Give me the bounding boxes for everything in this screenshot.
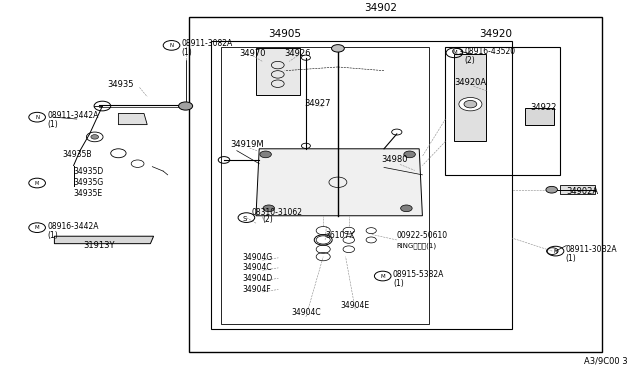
Text: 34904F: 34904F [242, 285, 271, 294]
Text: 34920A: 34920A [454, 78, 486, 87]
Polygon shape [256, 149, 422, 216]
Text: 34920: 34920 [479, 29, 513, 39]
Polygon shape [560, 185, 595, 194]
Text: N: N [170, 43, 173, 48]
Polygon shape [118, 113, 147, 125]
Text: 34935E: 34935E [74, 189, 103, 198]
Text: S: S [243, 217, 247, 222]
Text: 08916-3442A: 08916-3442A [47, 222, 99, 231]
Text: 34927: 34927 [304, 99, 330, 108]
Circle shape [546, 186, 557, 193]
Text: 34970: 34970 [239, 49, 266, 58]
Text: (1): (1) [182, 48, 193, 57]
Text: 34902: 34902 [364, 3, 397, 13]
Text: 08915-5382A: 08915-5382A [393, 270, 444, 279]
Circle shape [263, 205, 275, 212]
Bar [211, 41, 512, 329]
Bar [445, 46, 560, 175]
Text: M: M [380, 273, 385, 279]
Text: 34904D: 34904D [242, 274, 272, 283]
Circle shape [332, 45, 344, 52]
Text: (1): (1) [566, 254, 577, 263]
Text: 34919M: 34919M [230, 140, 264, 149]
Bar [189, 17, 602, 352]
Circle shape [404, 151, 415, 158]
Text: 34905: 34905 [268, 29, 301, 39]
Circle shape [260, 151, 271, 158]
Text: 34935D: 34935D [74, 167, 104, 176]
Text: 08911-3442A: 08911-3442A [47, 111, 99, 120]
Bar [221, 46, 429, 324]
Text: 00922-50610: 00922-50610 [397, 231, 448, 240]
Circle shape [179, 102, 193, 110]
Text: 34935B: 34935B [63, 150, 92, 159]
Text: 34935G: 34935G [74, 178, 104, 187]
Polygon shape [525, 108, 554, 125]
Text: 34902A: 34902A [566, 187, 598, 196]
Text: 34904C: 34904C [242, 263, 271, 272]
Text: (2): (2) [465, 56, 476, 65]
Text: 08911-3082A: 08911-3082A [182, 39, 233, 48]
Text: 34922: 34922 [530, 103, 556, 112]
Text: M: M [35, 180, 39, 186]
Text: 34904G: 34904G [242, 253, 272, 262]
Text: 34904C: 34904C [291, 308, 321, 317]
Text: 08310-31062: 08310-31062 [252, 208, 303, 217]
Polygon shape [54, 236, 154, 244]
Text: 34904E: 34904E [340, 301, 370, 310]
Text: (2): (2) [262, 215, 273, 224]
Polygon shape [454, 54, 486, 141]
Text: M: M [35, 225, 40, 230]
Text: (1): (1) [393, 279, 404, 288]
Text: A3/9C00 3: A3/9C00 3 [584, 356, 627, 365]
Text: 31913Y: 31913Y [83, 241, 115, 250]
Text: 36107X: 36107X [325, 231, 355, 240]
Text: N: N [554, 248, 557, 254]
Circle shape [401, 205, 412, 212]
Text: 34935: 34935 [107, 80, 134, 89]
Text: (1): (1) [47, 120, 58, 129]
Text: 34980: 34980 [381, 155, 407, 164]
Text: N: N [35, 115, 39, 120]
Text: M: M [452, 50, 457, 55]
Text: 08911-30B2A: 08911-30B2A [566, 245, 618, 254]
Text: RINGリンク(1): RINGリンク(1) [397, 243, 437, 249]
Circle shape [459, 97, 482, 111]
Circle shape [464, 100, 477, 108]
Circle shape [91, 135, 99, 139]
Text: 08916-43520: 08916-43520 [465, 47, 516, 56]
Polygon shape [256, 48, 300, 95]
Text: (1): (1) [47, 231, 58, 240]
Text: 34926: 34926 [284, 49, 311, 58]
